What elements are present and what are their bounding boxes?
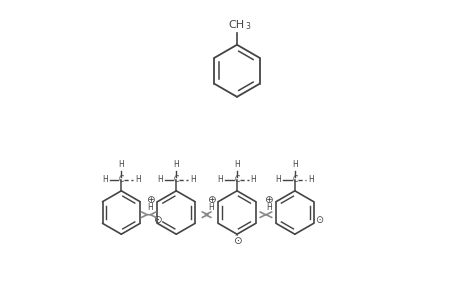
Text: H: H bbox=[208, 203, 214, 212]
Text: H: H bbox=[309, 175, 314, 184]
Text: H: H bbox=[118, 160, 124, 169]
Text: C: C bbox=[234, 175, 240, 184]
Text: H: H bbox=[102, 175, 108, 184]
Text: C: C bbox=[292, 175, 298, 184]
Text: H: H bbox=[266, 203, 272, 212]
Text: ⊕: ⊕ bbox=[207, 194, 215, 204]
Text: ⊕: ⊕ bbox=[146, 194, 155, 204]
Text: H: H bbox=[218, 175, 223, 184]
Text: H: H bbox=[275, 175, 281, 184]
Text: H: H bbox=[234, 160, 240, 169]
Text: H: H bbox=[292, 160, 298, 169]
Text: CH: CH bbox=[228, 20, 244, 30]
Text: H: H bbox=[251, 175, 256, 184]
Text: H: H bbox=[147, 203, 153, 212]
Text: C: C bbox=[118, 175, 124, 184]
Text: ⊙: ⊙ bbox=[233, 236, 241, 246]
Text: ··: ·· bbox=[235, 234, 239, 239]
Text: 3: 3 bbox=[245, 22, 250, 32]
Text: H: H bbox=[135, 175, 141, 184]
Text: ·⊙: ·⊙ bbox=[313, 215, 325, 225]
Text: H: H bbox=[157, 175, 163, 184]
Text: H: H bbox=[190, 175, 196, 184]
Text: ⊙: ⊙ bbox=[154, 215, 162, 225]
Text: H: H bbox=[173, 160, 179, 169]
Text: ⊕: ⊕ bbox=[264, 194, 273, 204]
Text: C: C bbox=[173, 175, 179, 184]
Text: ··: ·· bbox=[154, 214, 159, 220]
